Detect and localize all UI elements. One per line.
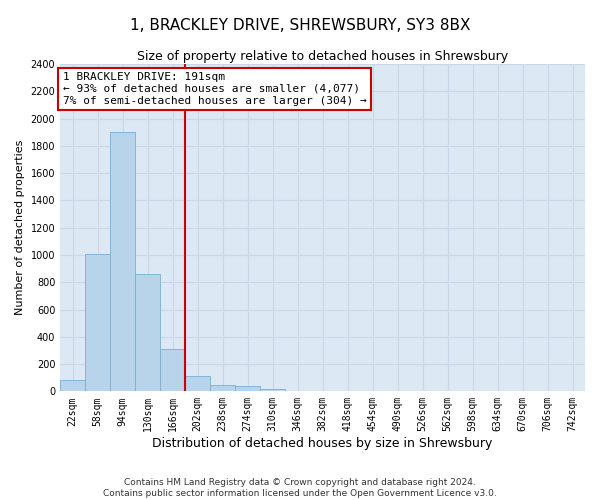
Bar [60,380,85,392]
Text: 1, BRACKLEY DRIVE, SHREWSBURY, SY3 8BX: 1, BRACKLEY DRIVE, SHREWSBURY, SY3 8BX [130,18,470,32]
Title: Size of property relative to detached houses in Shrewsbury: Size of property relative to detached ho… [137,50,508,63]
Bar [110,132,135,392]
Text: 1 BRACKLEY DRIVE: 191sqm
← 93% of detached houses are smaller (4,077)
7% of semi: 1 BRACKLEY DRIVE: 191sqm ← 93% of detach… [63,72,367,106]
Y-axis label: Number of detached properties: Number of detached properties [15,140,25,316]
X-axis label: Distribution of detached houses by size in Shrewsbury: Distribution of detached houses by size … [152,437,493,450]
Text: Contains HM Land Registry data © Crown copyright and database right 2024.
Contai: Contains HM Land Registry data © Crown c… [103,478,497,498]
Bar [135,274,160,392]
Bar [160,349,185,392]
Bar [310,390,335,392]
Bar [285,390,310,392]
Bar [260,388,285,392]
Bar [185,376,210,392]
Bar [85,254,110,392]
Bar [235,386,260,392]
Bar [210,384,235,392]
